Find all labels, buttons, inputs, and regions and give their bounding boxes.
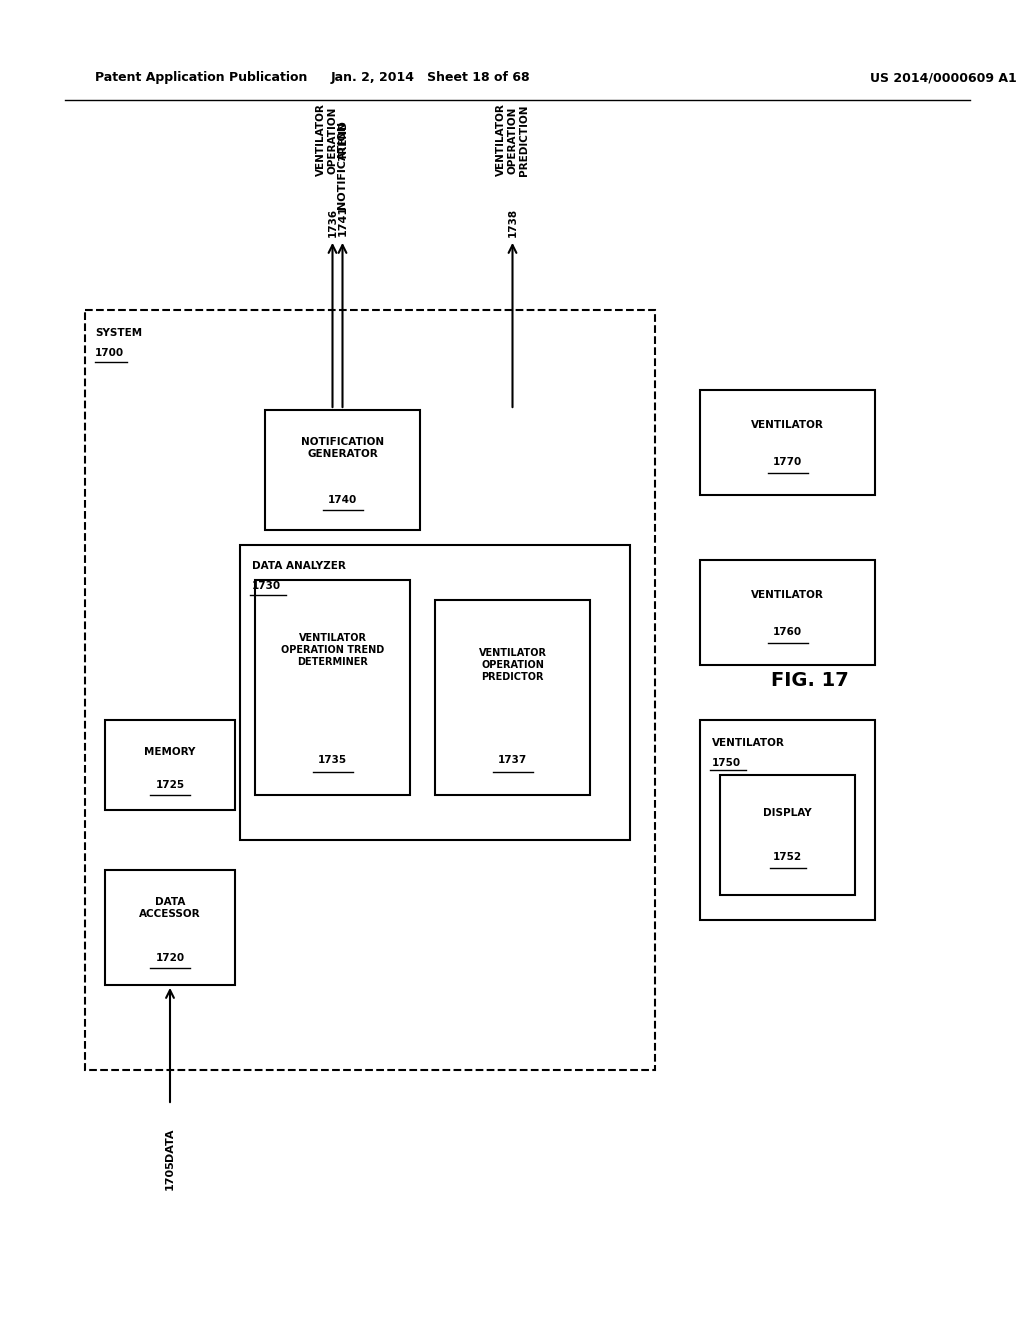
Bar <box>105 870 234 985</box>
Text: VENTILATOR
OPERATION
PREDICTION: VENTILATOR OPERATION PREDICTION <box>496 103 529 177</box>
Text: FIG. 17: FIG. 17 <box>771 671 849 689</box>
Text: MEMORY: MEMORY <box>144 747 196 756</box>
Text: 1735: 1735 <box>317 755 347 766</box>
Text: VENTILATOR: VENTILATOR <box>712 738 784 748</box>
Text: 1740: 1740 <box>328 495 357 506</box>
Text: DATA
ACCESSOR: DATA ACCESSOR <box>139 898 201 919</box>
Bar <box>85 310 655 1071</box>
Bar <box>240 545 630 840</box>
Text: US 2014/0000609 A1: US 2014/0000609 A1 <box>870 71 1017 84</box>
Bar <box>700 719 874 920</box>
Text: VENTILATOR
OPERATION
TREND: VENTILATOR OPERATION TREND <box>315 103 349 177</box>
Text: SYSTEM: SYSTEM <box>95 327 142 338</box>
Text: NOTIFICATION: NOTIFICATION <box>338 121 347 209</box>
Text: Patent Application Publication: Patent Application Publication <box>95 71 307 84</box>
Text: DATA ANALYZER: DATA ANALYZER <box>252 561 346 572</box>
Bar <box>255 579 410 795</box>
Text: VENTILATOR
OPERATION TREND
DETERMINER: VENTILATOR OPERATION TREND DETERMINER <box>281 634 384 667</box>
Text: Jan. 2, 2014   Sheet 18 of 68: Jan. 2, 2014 Sheet 18 of 68 <box>330 71 529 84</box>
Bar <box>700 560 874 665</box>
Bar <box>700 389 874 495</box>
Text: 1700: 1700 <box>95 348 124 358</box>
Bar <box>265 411 420 531</box>
Text: 1737: 1737 <box>498 755 527 766</box>
Text: 1770: 1770 <box>773 457 802 467</box>
Text: 1705: 1705 <box>165 1160 175 1191</box>
Bar <box>720 775 855 895</box>
Text: DISPLAY: DISPLAY <box>763 808 812 818</box>
Text: 1736: 1736 <box>328 207 338 236</box>
Text: 1741: 1741 <box>338 205 347 235</box>
Text: VENTILATOR: VENTILATOR <box>751 420 824 430</box>
Text: VENTILATOR: VENTILATOR <box>751 590 824 601</box>
Text: 1752: 1752 <box>773 851 802 862</box>
Text: 1725: 1725 <box>156 780 184 789</box>
Text: 1720: 1720 <box>156 953 184 964</box>
Bar <box>435 601 590 795</box>
Text: DATA: DATA <box>165 1129 175 1162</box>
Text: 1750: 1750 <box>712 758 741 768</box>
Text: NOTIFICATION
GENERATOR: NOTIFICATION GENERATOR <box>301 437 384 459</box>
Text: 1730: 1730 <box>252 581 282 591</box>
Text: 1738: 1738 <box>508 207 517 236</box>
Bar <box>105 719 234 810</box>
Text: 1760: 1760 <box>773 627 802 638</box>
Text: VENTILATOR
OPERATION
PREDICTOR: VENTILATOR OPERATION PREDICTOR <box>478 648 547 681</box>
